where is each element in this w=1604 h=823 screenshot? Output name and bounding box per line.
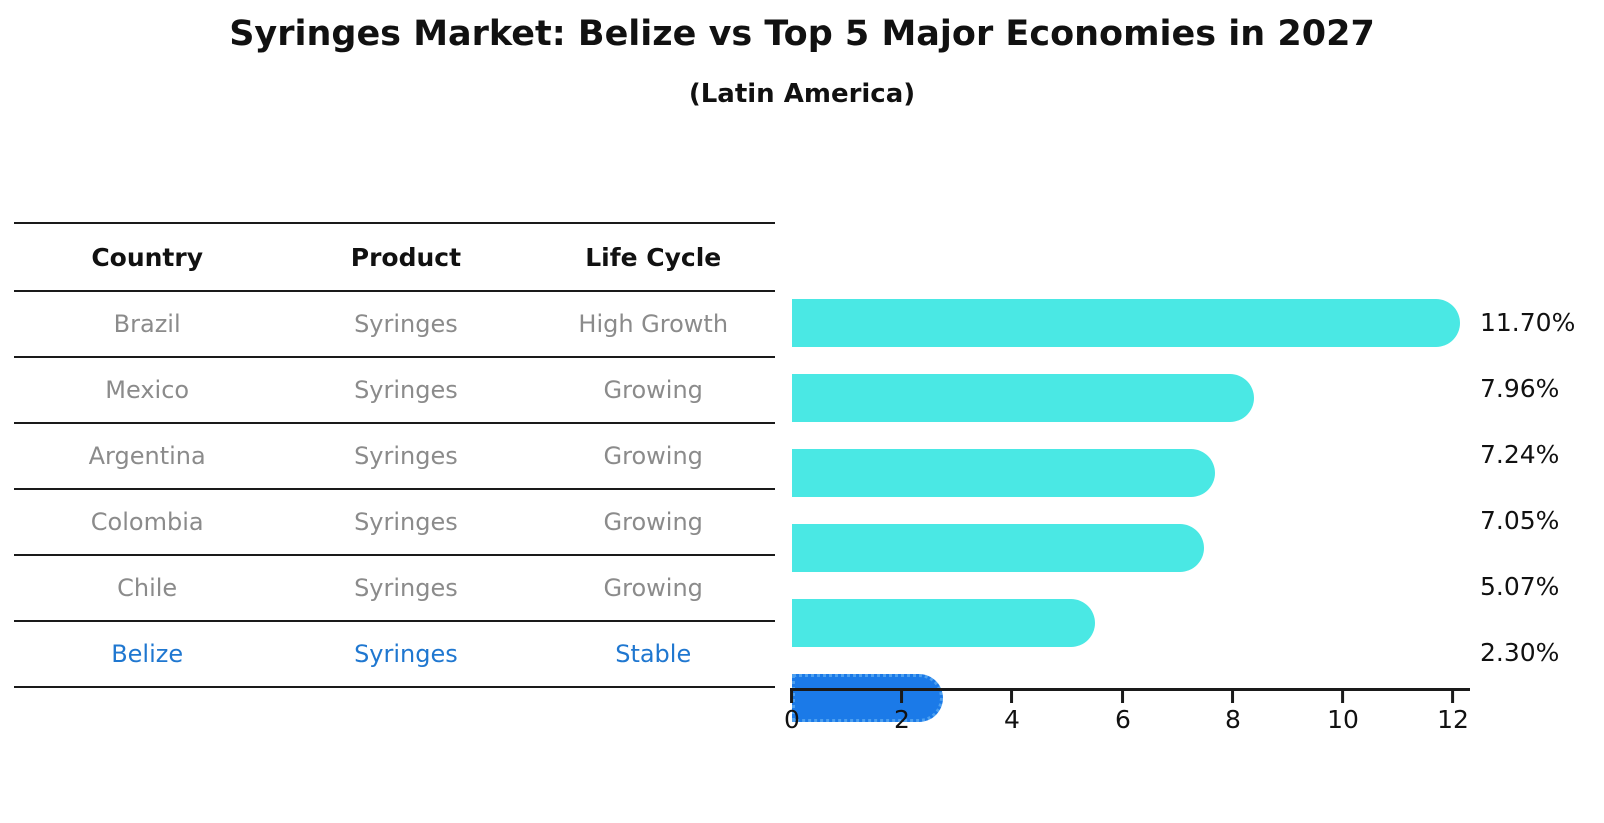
bar-belize <box>792 674 943 722</box>
country-cell: Colombia <box>90 508 204 536</box>
product-cell: Syringes <box>354 376 458 404</box>
table-row-colombia: Colombia Syringes Growing <box>14 488 775 554</box>
table-row-belize: Belize Syringes Stable <box>14 620 775 686</box>
x-tick-2: 2 <box>894 691 910 734</box>
value-label-colombia: 7.05% <box>1480 506 1560 535</box>
table-row-argentina: Argentina Syringes Growing <box>14 422 775 488</box>
tick-label: 6 <box>1115 705 1131 734</box>
lifecycle-cell: High Growth <box>578 310 729 338</box>
country-cell: Chile <box>117 574 178 602</box>
tick-label: 2 <box>894 705 910 734</box>
tick-label: 12 <box>1437 705 1469 734</box>
table-row-brazil: Brazil Syringes High Growth <box>14 290 775 356</box>
value-label-chile: 5.07% <box>1480 572 1560 601</box>
x-tick-12: 12 <box>1437 691 1469 734</box>
x-axis-ticks: 0 2 4 6 8 10 12 <box>784 691 1472 751</box>
bar-colombia <box>792 524 1204 572</box>
x-tick-10: 10 <box>1327 691 1359 734</box>
tick-mark <box>1010 691 1014 703</box>
tick-label: 0 <box>784 705 800 734</box>
table-row-chile: Chile Syringes Growing <box>14 554 775 620</box>
x-tick-4: 4 <box>1004 691 1020 734</box>
bar-chile <box>792 599 1095 647</box>
table-header-row: Country Product Life Cycle <box>14 222 775 290</box>
country-table: Country Product Life Cycle Brazil Syring… <box>14 222 775 688</box>
product-cell: Syringes <box>354 442 458 470</box>
bar-mexico <box>792 374 1254 422</box>
tick-mark <box>900 691 904 703</box>
value-label-mexico: 7.96% <box>1480 374 1560 403</box>
table-row-mexico: Mexico Syringes Growing <box>14 356 775 422</box>
value-label-argentina: 7.24% <box>1480 440 1560 469</box>
country-cell: Mexico <box>105 376 190 404</box>
tick-mark <box>1451 691 1455 703</box>
lifecycle-cell: Growing <box>603 508 703 536</box>
product-cell: Syringes <box>354 640 458 668</box>
x-tick-6: 6 <box>1115 691 1131 734</box>
x-axis-line <box>790 688 1470 691</box>
lifecycle-cell: Stable <box>615 640 692 668</box>
value-label-belize: 2.30% <box>1480 638 1560 667</box>
tick-label: 10 <box>1327 705 1359 734</box>
value-labels: 11.70% 7.96% 7.24% 7.05% 5.07% 2.30% <box>1480 290 1600 686</box>
bar-chart <box>792 290 1492 740</box>
tick-label: 8 <box>1225 705 1241 734</box>
product-cell: Syringes <box>354 508 458 536</box>
column-header-lifecycle: Life Cycle <box>585 242 722 272</box>
chart-subtitle: (Latin America) <box>688 79 916 109</box>
lifecycle-cell: Growing <box>603 442 703 470</box>
x-tick-0: 0 <box>784 691 800 734</box>
chart-title: Syringes Market: Belize vs Top 5 Major E… <box>229 14 1375 54</box>
column-header-country: Country <box>91 242 204 272</box>
column-header-product: Product <box>350 242 462 272</box>
product-cell: Syringes <box>354 574 458 602</box>
tick-mark <box>1231 691 1235 703</box>
x-tick-8: 8 <box>1225 691 1241 734</box>
bar-brazil <box>792 299 1460 347</box>
product-cell: Syringes <box>354 310 458 338</box>
tick-mark <box>1121 691 1125 703</box>
country-cell: Brazil <box>113 310 181 338</box>
lifecycle-cell: Growing <box>603 574 703 602</box>
country-cell: Belize <box>111 640 184 668</box>
lifecycle-cell: Growing <box>603 376 703 404</box>
tick-mark <box>790 691 794 703</box>
value-label-brazil: 11.70% <box>1480 308 1576 337</box>
tick-label: 4 <box>1004 705 1020 734</box>
country-cell: Argentina <box>88 442 206 470</box>
tick-mark <box>1341 691 1345 703</box>
bar-argentina <box>792 449 1215 497</box>
